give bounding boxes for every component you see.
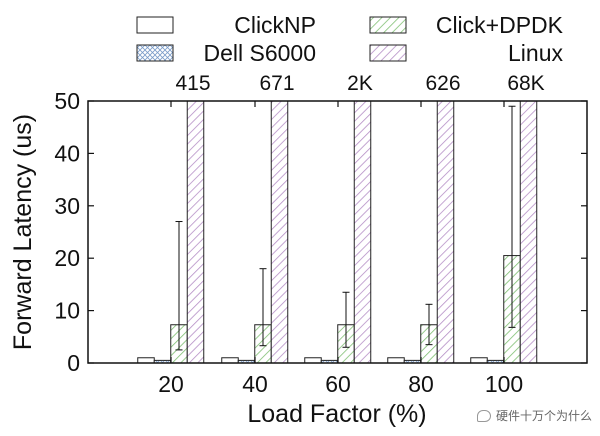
- y-tick-label: 40: [54, 140, 80, 166]
- legend: ClickNP Click+DPDK Dell S6000 Linux: [136, 12, 564, 66]
- bar-clicknp-100: [470, 357, 488, 364]
- bar-clicknp-40: [221, 357, 239, 364]
- y-axis-ticks: 0 10 20 30 40 50: [54, 88, 587, 376]
- bars: [137, 100, 538, 364]
- linux-value-label: 671: [259, 72, 294, 95]
- legend-swatch: [136, 44, 174, 62]
- legend-item-clicknp: ClickNP: [136, 12, 316, 38]
- y-tick-label: 0: [67, 350, 80, 376]
- y-axis-label: Forward Latency (us): [9, 114, 37, 350]
- legend-swatch: [369, 16, 407, 34]
- bar-linux-40: [270, 100, 289, 364]
- y-tick-label: 20: [54, 245, 80, 271]
- y-tick-label: 10: [54, 298, 80, 324]
- legend-label: ClickNP: [234, 12, 316, 38]
- legend-item-dell-s6000: Dell S6000: [136, 40, 316, 66]
- x-tick-label: 100: [485, 371, 523, 397]
- error-bar-40: [259, 268, 267, 347]
- chat-bubble-icon: [476, 409, 491, 422]
- x-tick-label: 60: [325, 371, 351, 397]
- watermark: 硬件十万个为什么: [476, 407, 592, 424]
- legend-swatch: [136, 16, 174, 34]
- error-bar-20: [175, 221, 183, 351]
- bar-linux-20: [186, 100, 205, 364]
- legend-label: Dell S6000: [203, 40, 316, 66]
- legend-item-click-dpdk: Click+DPDK: [369, 12, 564, 38]
- linux-annotations: 415 671 2K 626 68K: [175, 72, 544, 95]
- linux-value-label: 2K: [347, 72, 373, 95]
- x-tick-label: 40: [242, 371, 268, 397]
- bar-linux-60: [353, 100, 372, 364]
- error-bar-80: [425, 303, 433, 346]
- legend-label: Linux: [508, 40, 563, 66]
- linux-value-label: 626: [425, 72, 460, 95]
- x-axis-ticks: 20 40 60 80 100: [158, 101, 523, 397]
- legend-item-linux: Linux: [369, 40, 564, 66]
- y-tick-label: 30: [54, 193, 80, 219]
- watermark-text: 硬件十万个为什么: [495, 409, 592, 423]
- legend-swatch: [369, 44, 407, 62]
- x-axis-label: Load Factor (%): [247, 400, 426, 428]
- x-tick-label: 80: [408, 371, 434, 397]
- bar-clicknp-60: [304, 357, 322, 364]
- bar-linux-100: [519, 100, 538, 364]
- x-tick-label: 20: [158, 371, 184, 397]
- y-tick-label: 50: [54, 88, 80, 114]
- linux-value-label: 68K: [507, 72, 544, 95]
- error-bars: [175, 105, 516, 351]
- error-bar-100: [508, 105, 516, 328]
- linux-value-label: 415: [175, 72, 210, 95]
- bar-clicknp-20: [137, 357, 155, 364]
- bar-clicknp-80: [387, 357, 405, 364]
- error-bar-60: [342, 291, 350, 348]
- bar-linux-80: [436, 100, 455, 364]
- legend-label: Click+DPDK: [436, 12, 564, 38]
